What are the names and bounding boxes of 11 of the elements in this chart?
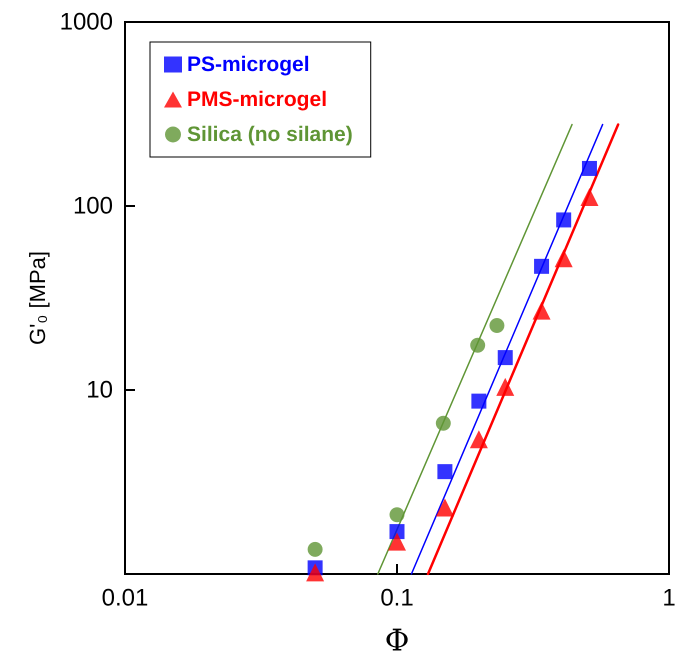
x-axis-title: Φ xyxy=(384,624,410,658)
y-tick-label: 1000 xyxy=(60,8,113,36)
y-tick-label: 100 xyxy=(72,192,113,220)
legend-label: Silica (no silane) xyxy=(187,123,353,146)
legend-label: PS-microgel xyxy=(187,53,310,76)
x-tick-label: 1 xyxy=(662,584,676,612)
x-tick-label: 0.1 xyxy=(380,584,414,612)
y-axis-title: G'₀ [MPa] xyxy=(25,250,50,346)
legend-label: PMS-microgel xyxy=(187,88,328,111)
x-tick-label: 0.01 xyxy=(102,584,148,612)
y-tick-label: 10 xyxy=(86,376,113,404)
